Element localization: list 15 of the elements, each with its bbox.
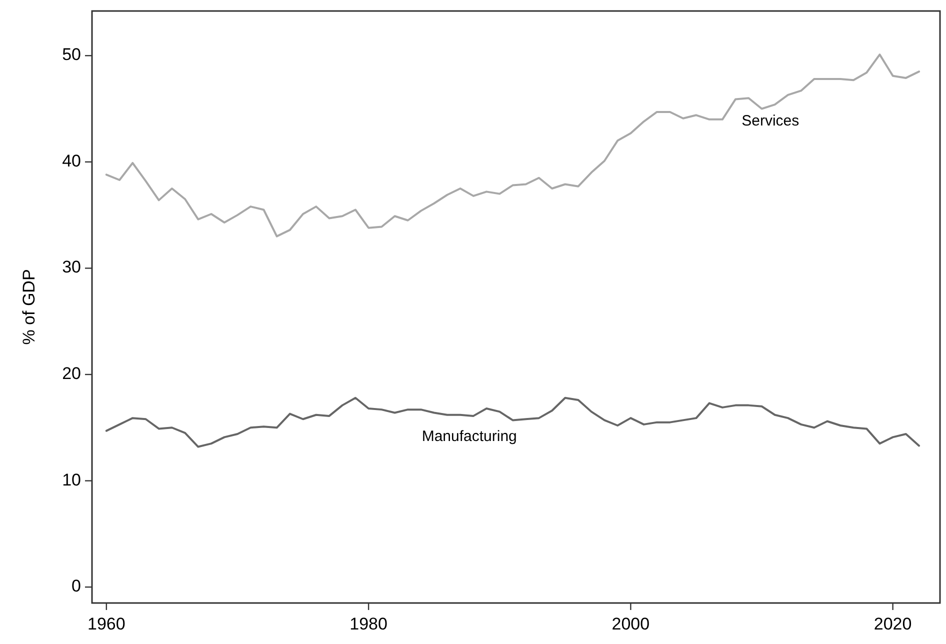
series-label: Manufacturing [422, 428, 517, 445]
y-tick-label: 0 [72, 576, 81, 596]
x-tick-label: 2020 [874, 614, 912, 634]
series-label: Services [742, 112, 800, 130]
y-tick-label: 20 [62, 364, 81, 383]
x-tick-label: 1980 [350, 614, 388, 634]
y-tick-label: 50 [62, 45, 81, 64]
x-tick-label: 1960 [88, 614, 126, 634]
y-tick-label: 10 [62, 470, 81, 490]
y-tick-label: 40 [62, 151, 81, 170]
line-series [105, 396, 920, 448]
y-tick-label: 30 [62, 258, 81, 277]
x-tick-label: 2000 [612, 614, 650, 634]
y-axis-title: % of GDP [19, 269, 38, 345]
line-series [105, 54, 920, 238]
